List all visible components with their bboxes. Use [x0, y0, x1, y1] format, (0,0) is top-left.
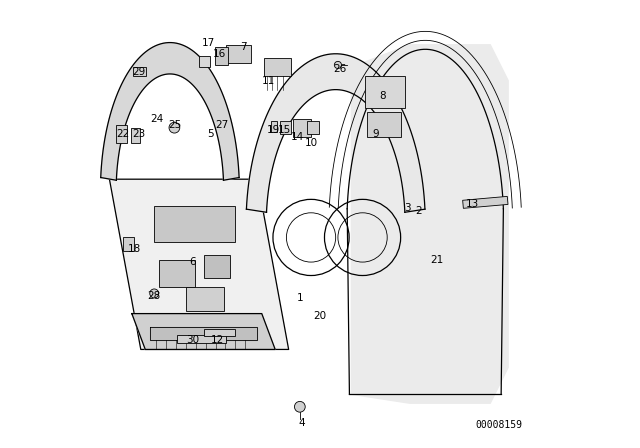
Text: 5: 5 [207, 129, 214, 139]
Text: 3: 3 [404, 203, 411, 213]
Text: 16: 16 [212, 49, 226, 59]
Bar [159, 260, 195, 287]
Text: 1: 1 [296, 293, 303, 303]
Bar [116, 125, 127, 143]
Text: 11: 11 [262, 76, 275, 86]
Text: 25: 25 [168, 121, 181, 130]
Polygon shape [150, 327, 257, 340]
Circle shape [150, 289, 159, 298]
Text: 18: 18 [127, 244, 141, 254]
Circle shape [294, 401, 305, 412]
Text: 19: 19 [266, 125, 280, 135]
Text: 27: 27 [215, 121, 228, 130]
Bar [215, 47, 228, 65]
Circle shape [169, 122, 180, 133]
Bar [367, 112, 401, 137]
Polygon shape [351, 45, 508, 403]
Text: 24: 24 [150, 114, 163, 124]
Polygon shape [132, 314, 275, 349]
Bar [264, 58, 291, 76]
Text: 8: 8 [380, 91, 386, 101]
Bar [293, 119, 311, 137]
Bar [271, 121, 278, 132]
Text: 7: 7 [241, 42, 247, 52]
Text: 15: 15 [278, 125, 291, 135]
Bar [123, 237, 134, 251]
Polygon shape [246, 54, 425, 212]
Text: 17: 17 [202, 38, 214, 47]
Circle shape [334, 61, 342, 69]
Text: 26: 26 [333, 65, 347, 74]
Text: 29: 29 [132, 67, 145, 77]
Text: 14: 14 [291, 132, 304, 142]
Polygon shape [109, 179, 289, 349]
Bar [204, 255, 230, 278]
Bar [204, 329, 235, 336]
Bar [177, 335, 226, 343]
Text: 20: 20 [314, 311, 326, 321]
Text: 30: 30 [186, 336, 199, 345]
Bar [463, 196, 508, 208]
Text: 13: 13 [466, 199, 479, 209]
Bar [365, 76, 405, 108]
Text: 28: 28 [148, 291, 161, 301]
Text: 12: 12 [211, 336, 223, 345]
Bar [154, 206, 235, 242]
Text: 6: 6 [189, 257, 196, 267]
Bar [307, 121, 319, 134]
Text: 2: 2 [415, 206, 422, 215]
Text: 9: 9 [372, 129, 380, 139]
Text: 00008159: 00008159 [476, 420, 523, 430]
Polygon shape [100, 43, 239, 180]
Bar [132, 67, 146, 76]
Text: 10: 10 [305, 138, 317, 148]
Bar [199, 56, 210, 67]
Bar [226, 45, 251, 63]
Bar [280, 121, 291, 134]
Text: 23: 23 [132, 129, 145, 139]
Text: 4: 4 [299, 418, 305, 428]
Text: 22: 22 [116, 129, 129, 139]
Bar [186, 287, 224, 311]
Bar [131, 128, 140, 143]
Text: 21: 21 [430, 255, 443, 265]
